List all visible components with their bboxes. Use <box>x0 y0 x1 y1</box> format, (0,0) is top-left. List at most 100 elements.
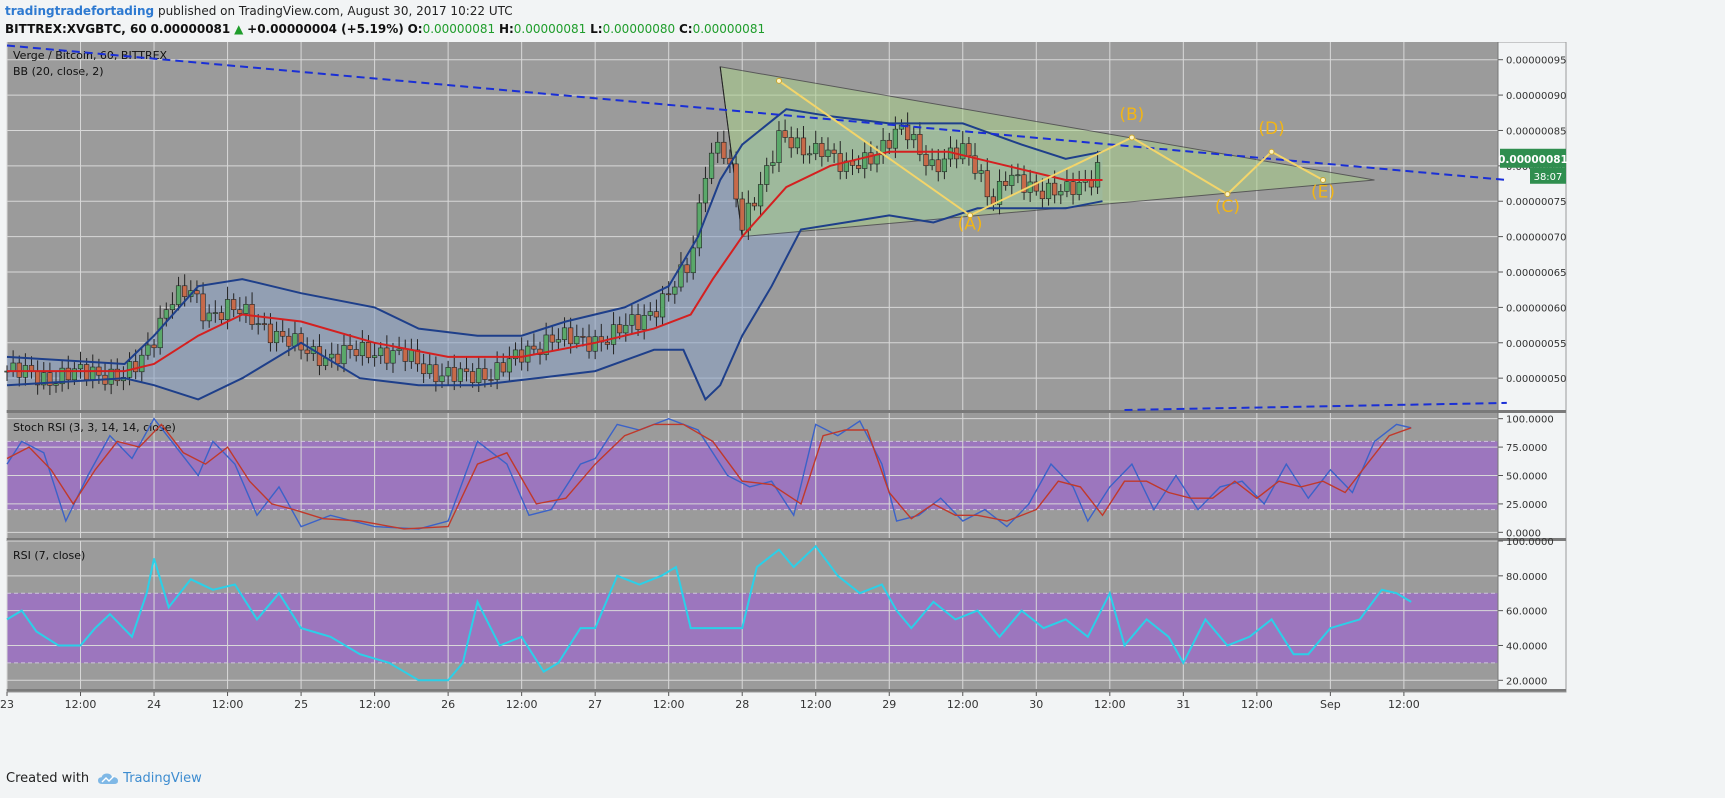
candle-down <box>133 361 139 373</box>
candle-down <box>549 334 555 343</box>
y-tick-label: 100.0000 <box>1506 537 1554 548</box>
triangle-edge <box>719 66 743 237</box>
x-tick-label: 24 <box>147 698 161 711</box>
x-tick-label: 31 <box>1176 698 1190 711</box>
chart-canvas[interactable]: 0.000000950.000000900.000000850.00000080… <box>0 42 1725 764</box>
candle-up <box>71 368 77 381</box>
candle-up <box>1045 182 1052 200</box>
candle-up <box>10 362 16 372</box>
candle-up <box>255 323 261 325</box>
candle-up <box>874 154 880 165</box>
candle-up <box>629 314 635 326</box>
candle-up <box>862 152 868 169</box>
candle-down <box>421 363 427 374</box>
ohlc-open-value: 0.00000081 <box>422 22 496 36</box>
bollinger-lower <box>6 200 1103 402</box>
candle-up <box>996 180 1003 205</box>
publish-line: tradingtradefortading published on Tradi… <box>5 4 513 18</box>
wave-label: (E) <box>1311 183 1335 203</box>
candle-up <box>610 324 617 345</box>
candle-up <box>690 247 696 274</box>
footer: Created with TradingView <box>6 771 202 786</box>
y-tick-label: 80.0000 <box>1506 572 1547 583</box>
candle-down <box>856 165 862 169</box>
candle-down <box>868 152 874 165</box>
chart-header: tradingtradefortading published on Tradi… <box>0 0 1725 42</box>
candle-up <box>329 353 335 359</box>
ohlc-low-value: 0.00000080 <box>602 22 676 36</box>
price-label: 0.00000081 <box>1498 154 1568 166</box>
tradingview-cloud-icon <box>98 773 119 784</box>
candle-down <box>280 331 286 337</box>
candle-down <box>1070 181 1076 195</box>
candle-up <box>77 364 84 370</box>
candle-up <box>506 358 512 373</box>
candle-down <box>267 323 274 344</box>
candle-down <box>237 309 243 314</box>
candle-up <box>555 339 562 343</box>
series-line-rsi <box>6 544 1412 682</box>
candle-up <box>745 202 751 231</box>
ohlc-high-value: 0.00000081 <box>513 22 587 36</box>
countdown-box <box>1530 167 1566 184</box>
x-tick-label: 12:00 <box>359 698 391 711</box>
pane-title: RSI (7, close) <box>13 549 85 562</box>
candle-down <box>966 143 972 157</box>
candle-up <box>1058 191 1064 196</box>
elliott-wave-line <box>778 80 1324 217</box>
x-tick-label: 12:00 <box>212 698 244 711</box>
candle-up <box>206 312 212 322</box>
candle-up <box>702 178 709 204</box>
candle-up <box>53 383 59 386</box>
y-tick-label: 0.00000085 <box>1506 126 1566 137</box>
y-tick-label: 0.0000 <box>1506 528 1541 539</box>
candle-down <box>500 362 506 373</box>
tradingview-logo[interactable]: TradingView <box>97 771 202 786</box>
series-line-d <box>6 423 1412 530</box>
y-tick-label: 40.0000 <box>1506 641 1547 652</box>
pane-title: Verge / Bitcoin, 60, BITTREX <box>13 49 168 62</box>
ohlc-close-value: 0.00000081 <box>692 22 766 36</box>
candle-up <box>525 345 531 363</box>
ohlc-high-label: H: <box>498 22 514 36</box>
x-tick-label: 12:00 <box>800 698 832 711</box>
y-tick-label: 0.00000055 <box>1506 339 1566 350</box>
candle-up <box>696 202 702 249</box>
candle-up <box>757 184 764 207</box>
candle-up <box>543 334 549 355</box>
candle-down <box>800 137 807 156</box>
candle-up <box>623 324 629 334</box>
candle-up <box>911 134 917 141</box>
y-tick-label: 0.00000050 <box>1506 374 1566 385</box>
candle-up <box>139 354 145 373</box>
price-label-box <box>1500 148 1566 168</box>
candle-up <box>163 309 169 319</box>
countdown-label: 38:07 <box>1534 172 1563 183</box>
y-tick-label: 75.0000 <box>1506 443 1547 454</box>
candle-down <box>604 341 611 345</box>
candle-up <box>390 350 396 364</box>
x-tick-label: 12:00 <box>947 698 979 711</box>
published-text: published on TradingView.com, August 30,… <box>157 4 513 18</box>
candle-up <box>224 299 231 321</box>
trendline-dashed <box>6 44 1507 181</box>
candle-down <box>782 130 788 138</box>
y-tick-label: 0.00000065 <box>1506 268 1566 279</box>
x-tick-label: 12:00 <box>1241 698 1273 711</box>
y-tick-label: 50.0000 <box>1506 472 1547 483</box>
candle-down <box>451 367 457 382</box>
candle-down <box>935 159 941 173</box>
candle-up <box>770 162 776 166</box>
candle-up <box>372 355 378 358</box>
author-link[interactable]: tradingtradefortading <box>5 4 155 18</box>
candle-up <box>359 342 365 357</box>
candle-up <box>708 152 715 179</box>
ohlc-low-label: L: <box>590 22 603 36</box>
candle-down <box>231 299 237 311</box>
candle-up <box>41 372 47 386</box>
candle-down <box>482 368 488 380</box>
x-tick-label: Sep <box>1320 698 1341 711</box>
candle-down <box>114 368 120 382</box>
x-tick-label: 29 <box>882 698 896 711</box>
candle-up <box>813 143 819 155</box>
